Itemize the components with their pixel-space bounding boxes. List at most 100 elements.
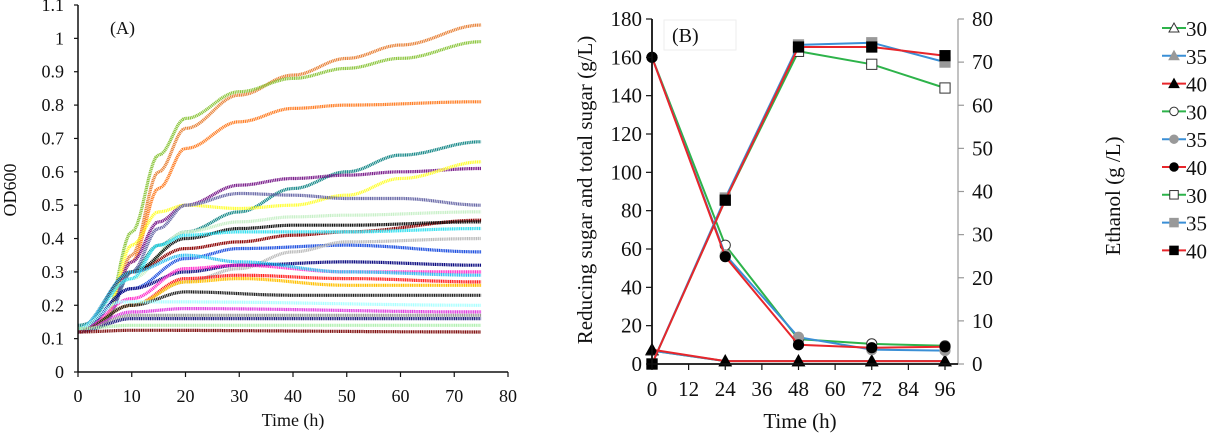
series-line-5 <box>651 56 946 352</box>
panel-b-x-tick-label: 12 <box>678 377 699 401</box>
panel-b-y2-tick-label: 30 <box>972 223 993 247</box>
panel-a-y-tick-label: 0 <box>55 362 64 382</box>
panel-a-x-tick-label: 0 <box>74 386 83 406</box>
legend-marker-triangle-filled <box>1168 77 1180 89</box>
panel-b-y2-tick-label: 60 <box>972 93 993 117</box>
panel-a-x-tick-label: 50 <box>338 386 356 406</box>
od-series-line-8 <box>77 210 482 331</box>
legend-marker-circle-filled <box>1169 134 1179 144</box>
od-series-line-22 <box>77 313 482 334</box>
od-series-line-5 <box>77 166 482 331</box>
panel-b-y-tick-label: 0 <box>632 352 643 376</box>
panel-a-x-axis-title: Time (h) <box>262 410 325 431</box>
data-point-marker <box>939 82 951 94</box>
panel-b-y-tick-label: 140 <box>611 84 643 108</box>
panel-b-chart: 0 10 20 30 40 50 60 70 80 30 35 40 30 35 40 30 35 40 0 20 40… <box>611 7 1208 401</box>
legend-label: 40 <box>1186 239 1207 263</box>
panel-b-x-axis-title: Time (h) <box>763 409 836 433</box>
panel-b-y2-tick-label: 20 <box>972 266 993 290</box>
panel-b-y-tick-label: 40 <box>621 275 642 299</box>
series-line-8 <box>651 41 946 365</box>
od-series-line-10 <box>77 220 482 331</box>
legend-marker-square-open <box>1169 190 1179 200</box>
panel-a-x-tick-label: 40 <box>284 386 302 406</box>
panel-b-y-axis-title: Reducing sugar and total sugar (g/L) <box>573 36 597 345</box>
panel-a-x-tick-label: 70 <box>445 386 463 406</box>
od-series-line-24 <box>78 323 482 331</box>
od-series-line-17 <box>77 277 482 334</box>
panel-b-x-tick-label: 36 <box>751 377 772 401</box>
data-point-marker <box>866 342 878 354</box>
panel-a-y-tick-label: 0.7 <box>42 128 65 148</box>
panel-b-y2-tick-label: 80 <box>972 7 993 31</box>
legend-label: 35 <box>1186 45 1207 69</box>
data-point-marker <box>866 58 878 70</box>
od-series-line-15 <box>77 263 482 334</box>
panel-a-y-tick-label: 0.9 <box>42 62 65 82</box>
od-series-line-25 <box>78 328 482 334</box>
od-series-line-18 <box>77 253 482 331</box>
legend-label: 40 <box>1186 73 1207 97</box>
od-series-line-14 <box>77 260 482 334</box>
legend-marker-triangle-filled <box>1168 49 1180 61</box>
legend-label: 30 <box>1186 184 1207 208</box>
series-line-7 <box>651 50 946 365</box>
od-series-line-11 <box>77 226 482 331</box>
data-point-marker <box>866 41 878 53</box>
panel-b-label: (B) <box>672 25 699 47</box>
panel-b-x-tick-label: 48 <box>788 377 809 401</box>
panel-a-x-tick-label: 30 <box>230 386 248 406</box>
panel-a-label: (A) <box>110 18 135 39</box>
od-series-line-12 <box>77 243 482 334</box>
panel-a-y-axis-title: OD600 <box>0 164 20 217</box>
panel-b-y2-tick-label: 10 <box>972 309 993 333</box>
panel-a-x-tick-label: 60 <box>392 386 410 406</box>
panel-a-y-tick-label: 0.1 <box>42 329 65 349</box>
panel-a-chart: 0 0.1 0.2 0.3 0.4 0.5 0.6 0.7 0.8 0.9 1 1.1 0 10 20 30 4… <box>42 0 518 406</box>
panel-a-y-tick-label: 0.6 <box>42 162 65 182</box>
legend-label: 40 <box>1186 156 1207 180</box>
od-series-line-4 <box>77 140 482 327</box>
data-point-marker <box>792 339 805 351</box>
series-line-4 <box>651 56 946 347</box>
panel-b-x-tick-label: 72 <box>861 377 882 401</box>
legend-marker-square-filled <box>1169 217 1179 228</box>
data-point-marker <box>719 251 731 263</box>
od-series-line-1 <box>77 23 482 331</box>
panel-b-y2-tick-label: 40 <box>972 180 993 204</box>
od-series-line-7 <box>77 191 482 331</box>
od-series-line-16 <box>77 273 482 334</box>
panel-b-y-tick-label: 100 <box>611 160 643 184</box>
panel-a-y-tick-label: 1.1 <box>42 0 65 15</box>
panel-b-y-tick-label: 80 <box>621 199 642 223</box>
panel-b-x-tick-label: 60 <box>825 377 846 401</box>
legend-marker-circle-open <box>1169 106 1179 117</box>
panel-a-y-tick-label: 0.2 <box>42 295 65 315</box>
panel-a-y-tick-label: 0.8 <box>42 95 65 115</box>
data-point-marker <box>939 341 951 353</box>
panel-b-y-tick-label: 180 <box>611 7 643 31</box>
panel-b-x-tick-label: 84 <box>898 377 920 401</box>
series-line-6 <box>651 56 946 349</box>
data-point-marker <box>792 41 805 53</box>
panel-b-x-tick-label: 0 <box>647 377 658 401</box>
panel-a-x-tick-label: 80 <box>499 386 517 406</box>
legend-marker-square-filled <box>1169 245 1179 256</box>
panel-a-y-tick-label: 1 <box>55 28 64 48</box>
od-series-line-13 <box>77 236 482 331</box>
legend-label: 35 <box>1186 212 1207 236</box>
legend-label: 35 <box>1186 128 1207 152</box>
panel-a-y-tick-label: 0.4 <box>42 229 65 249</box>
panel-b-x-tick-label: 96 <box>935 377 956 401</box>
panel-a-y-tick-label: 0.3 <box>42 262 65 282</box>
panel-b-y-tick-label: 20 <box>621 314 642 338</box>
panel-b-y2-tick-label: 0 <box>972 352 983 376</box>
legend-marker-triangle-open <box>1168 21 1180 33</box>
panel-b-y-tick-label: 60 <box>621 237 642 261</box>
panel-b-y-tick-label: 120 <box>611 122 643 146</box>
panel-a-x-tick-label: 10 <box>123 386 141 406</box>
od-series-line-2 <box>77 40 482 331</box>
panel-b-y-tick-label: 160 <box>611 45 643 69</box>
panel-b-x-tick-label: 24 <box>715 377 737 401</box>
